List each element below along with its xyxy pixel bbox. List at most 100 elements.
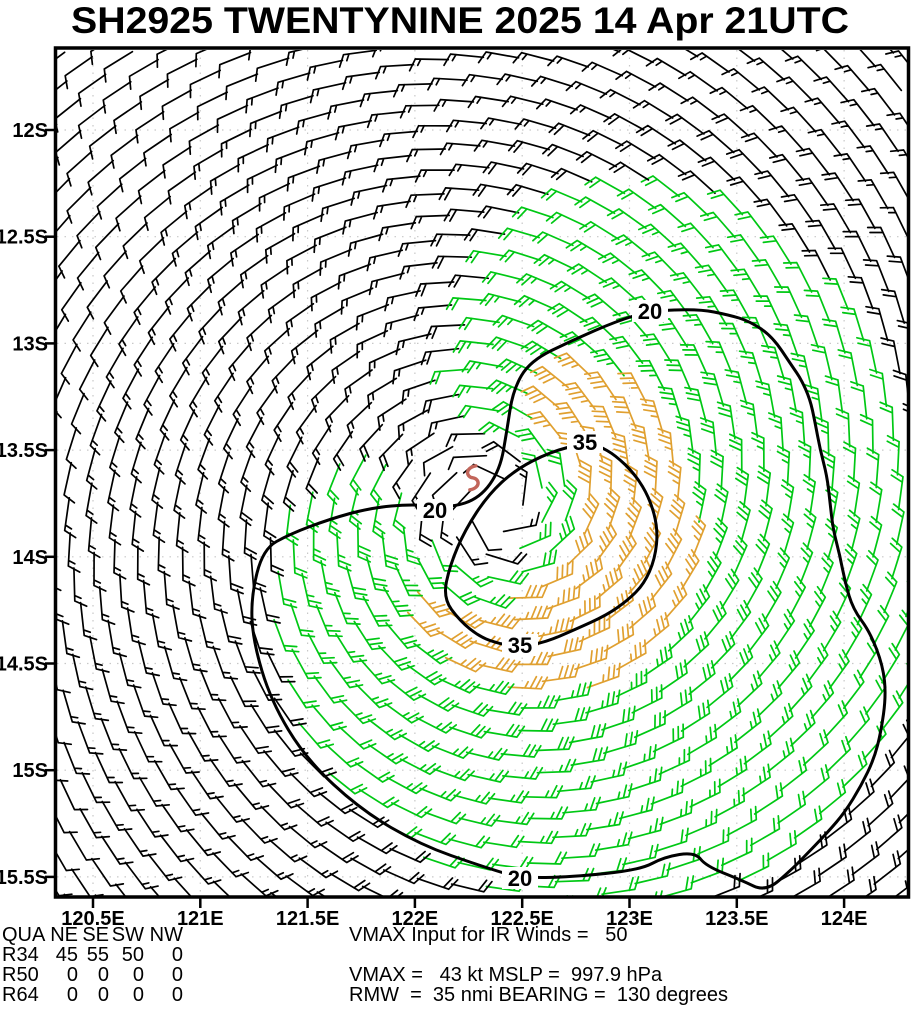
wind-barb [643,643,673,677]
wind-barb [444,656,487,673]
wind-barb [798,440,812,481]
wind-barb [630,423,650,461]
wind-barb [185,858,222,885]
wind-barb [596,522,618,562]
wind-barb [349,454,367,496]
wind-barb [412,124,453,139]
wind-barb [344,369,373,403]
wind-barb [63,461,76,504]
wind-barb [143,195,172,232]
wind-barb [185,828,222,857]
wind-barb [568,723,607,744]
wind-barb [179,409,196,451]
wind-barb [163,570,180,610]
wind-barb [326,463,341,505]
wind-barb [190,770,224,800]
wind-barb [86,280,109,320]
contour-labels: 20 20 20 35 35 [417,299,668,891]
wind-barb [754,170,790,198]
lat-label: 13S [12,333,48,355]
wind-barb [577,459,592,501]
wind-barb [79,807,111,839]
wind-barb [718,322,747,355]
wind-barb [603,113,645,131]
wind-barb [561,382,596,411]
wind-barb [827,247,857,280]
wind-barb [399,262,438,280]
wind-barb [601,876,640,896]
wind-barb [519,521,552,550]
wind-barb [549,515,576,553]
wind-barb [366,249,404,272]
wind-barb [114,780,146,812]
wind-barb [327,99,365,120]
wind-barb [256,385,278,426]
wind-barb [269,536,285,577]
wind-barb [87,517,101,559]
wind-barb [168,702,197,735]
wind-barb [240,818,278,844]
wind-barb [743,730,772,765]
wind-barb [436,629,478,649]
wind-barb [844,616,863,658]
wind-barb [301,572,323,610]
wind-barb [807,642,829,683]
wind-barb [105,347,124,389]
wind-barb [362,595,393,627]
wind-barb [438,678,481,694]
wind-barb [413,304,453,322]
wind-barb [662,686,693,719]
wind-barb [463,228,506,242]
wind-barb [355,683,393,709]
contour-label-box [417,499,453,521]
radii-value: 0 [172,984,183,1006]
wind-barb [835,407,851,448]
radii-value: 0 [98,984,109,1006]
radii-value: 0 [67,984,78,1006]
wind-barb [278,94,314,120]
wind-barb [699,417,718,457]
wind-barb [246,314,273,352]
wind-barb [319,248,353,276]
radii-value: 0 [67,964,78,986]
wind-barb [227,835,265,862]
wind-barb [431,539,459,573]
wind-barb [825,484,839,526]
wind-barb [575,555,604,590]
wind-barb [392,492,406,535]
wind-barb [465,747,508,761]
wind-barb [584,176,626,195]
wind-barb [477,51,520,64]
wind-barb [214,795,250,823]
wind-barb [472,183,515,197]
wind-barb [287,372,312,411]
wind-barb [589,405,617,439]
wind-barb [628,269,666,295]
wind-barb [789,407,806,447]
wind-barb [288,825,328,849]
wind-barb [298,722,335,749]
wind-contour-35 [444,442,659,648]
wind-barb [667,242,704,269]
wind-barb [263,327,291,365]
wind-barb [595,783,633,805]
wind-barb [582,129,624,147]
wind-barb [741,763,771,797]
wind-barb [292,267,323,299]
wind-barb [63,496,77,539]
wind-barb [685,50,699,58]
wind-barb [422,445,454,477]
wind-barb [890,719,907,759]
wind-barb [859,413,874,454]
wind-barb [399,758,442,776]
wind-barb [501,766,544,780]
wind-barb [57,684,71,694]
wind-barb [147,305,170,346]
wind-barb [103,250,127,289]
wind-barb [880,337,901,375]
wind-barb [199,668,227,702]
wind-barb [622,843,659,866]
wind-barb [527,806,569,820]
wind-barb [73,567,88,608]
wind-barb [646,153,687,176]
